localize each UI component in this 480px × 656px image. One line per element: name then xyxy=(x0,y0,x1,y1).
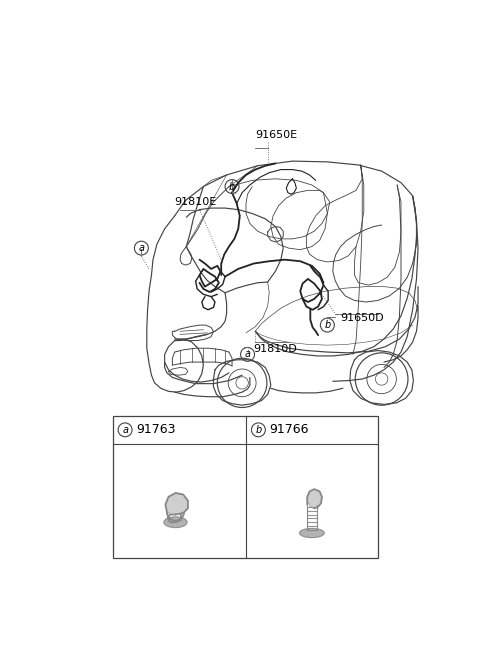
Text: a: a xyxy=(122,425,128,435)
Text: 91810D: 91810D xyxy=(254,344,298,354)
Polygon shape xyxy=(166,493,188,514)
Text: a: a xyxy=(244,350,251,359)
Text: 91766: 91766 xyxy=(269,423,309,436)
Polygon shape xyxy=(307,489,322,508)
Text: b: b xyxy=(229,182,235,192)
Text: a: a xyxy=(138,243,144,253)
Bar xyxy=(113,416,378,558)
Text: 91810E: 91810E xyxy=(175,197,217,207)
Text: 91650D: 91650D xyxy=(340,313,384,323)
Ellipse shape xyxy=(300,528,324,538)
Text: 91763: 91763 xyxy=(136,423,176,436)
Text: b: b xyxy=(255,425,262,435)
Text: 91650E: 91650E xyxy=(255,131,298,140)
Text: b: b xyxy=(324,320,331,330)
Ellipse shape xyxy=(164,517,187,527)
